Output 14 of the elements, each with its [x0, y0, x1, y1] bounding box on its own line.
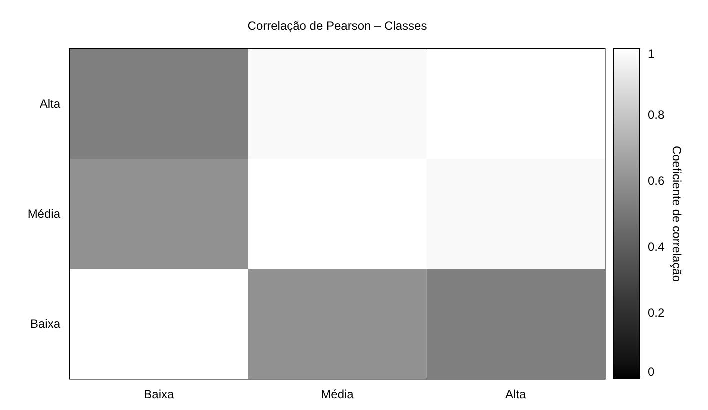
x-tick-label: Média [321, 388, 354, 402]
color-bar-label: 0.6 [648, 174, 666, 188]
chart-title: Correlação de Pearson – Classes [248, 19, 428, 33]
color-bar-title: Coeficiente de correlação [670, 146, 684, 282]
x-tick-label: Baixa [144, 388, 174, 402]
color-bar-label: 0.8 [648, 108, 666, 122]
color-bar-label: 0.4 [648, 240, 666, 254]
x-tick-label: Alta [505, 388, 526, 402]
y-tick-label: Média [28, 207, 61, 221]
y-tick-label: Alta [40, 97, 61, 111]
color-bar-label: 0 [648, 365, 655, 379]
color-bar-label: 0.2 [648, 306, 666, 320]
color-bar-label: 1 [648, 47, 655, 61]
y-tick-label: Baixa [30, 317, 61, 331]
